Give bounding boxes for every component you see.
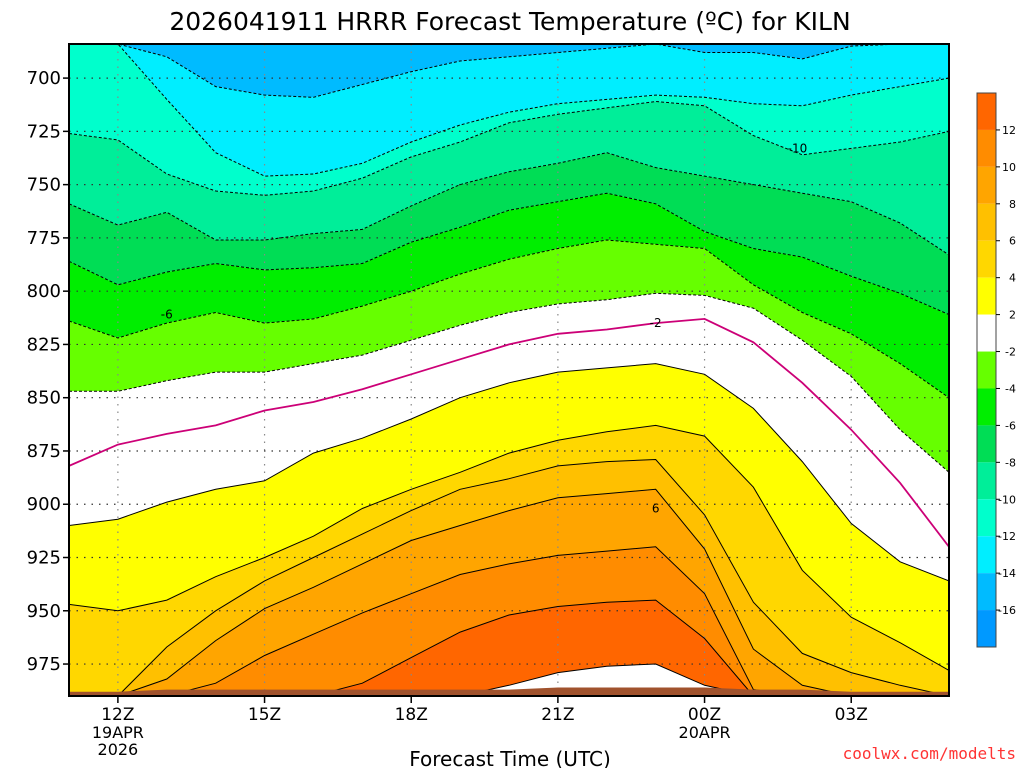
- x-tick-label-00Z: 00Z: [688, 705, 721, 725]
- colorbar-swatch--6-to--4: [977, 388, 996, 426]
- colorbar-frame: [976, 92, 997, 648]
- ground-fill: [69, 687, 949, 696]
- colorbar-swatch-4-to-6: [977, 240, 996, 278]
- colorbar-label--2: -2: [1005, 346, 1016, 359]
- isotherm-2: [69, 363, 949, 582]
- chart-title: 2026041911 HRRR Forecast Temperature (ºC…: [169, 7, 850, 36]
- isotherm-14: [69, 663, 949, 696]
- colorbar-label-2: 2: [1009, 309, 1016, 322]
- isotherm--6: [69, 192, 949, 316]
- colorbar-swatch--16-to--14: [977, 573, 996, 611]
- y-tick-label-800: 800: [27, 281, 61, 302]
- y-tick-label-900: 900: [27, 494, 61, 515]
- band--6-to--4: [69, 193, 949, 398]
- y-axis: 700 725 750 775 800 825 850 875 900 925 950 975: [27, 68, 69, 675]
- x-tick-label-12Z: 12Z: [101, 705, 134, 725]
- y-tick-label-700: 700: [27, 68, 61, 89]
- colorbar: 12 10 8 6 4 2 -2 -4 -6 -8 -10 -12 -14 -16: [976, 92, 1016, 648]
- colorbar-swatch--14-to--12: [977, 536, 996, 574]
- isotherm--8: [69, 152, 949, 256]
- colorbar-label--16: -16: [998, 604, 1016, 617]
- isotherm--2: [69, 292, 949, 473]
- band--8-to--6: [69, 152, 949, 315]
- credit-text: coolwx.com/modelts: [843, 744, 1016, 763]
- band--16-to--14: [69, 44, 949, 98]
- isotherm--14: [69, 44, 949, 98]
- colorbar-label-12: 12: [1002, 124, 1016, 137]
- contour-label--6: -6: [161, 308, 173, 322]
- band-2-to-4: [69, 363, 949, 671]
- x-tick-label-03Z: 03Z: [835, 705, 868, 725]
- isotherm-12: [69, 599, 949, 696]
- band--4-to--2: [69, 240, 949, 473]
- band-10-to-12: [69, 546, 949, 696]
- x-tick-label-21Z: 21Z: [541, 705, 574, 725]
- colorbar-label--12: -12: [998, 530, 1016, 543]
- y-tick-label-875: 875: [27, 441, 61, 462]
- x-tick-sublabel-20APR: 20APR: [679, 723, 731, 742]
- ground-surface: [69, 687, 949, 696]
- isotherm-8: [69, 488, 949, 696]
- contour-label-6: 6: [652, 501, 660, 515]
- colorbar-swatch--4-to--2: [977, 351, 996, 389]
- colorbar-label-4: 4: [1009, 272, 1016, 285]
- isotherm--10: [69, 100, 949, 196]
- band--10-to--8: [69, 101, 949, 255]
- band--14-to--12: [69, 44, 949, 177]
- colorbar-label-10: 10: [1002, 161, 1016, 174]
- x-tick-sublabel-19APR: 19APR: [92, 723, 144, 742]
- colorbar-label--8: -8: [1005, 456, 1016, 469]
- isotherm-10: [69, 546, 949, 696]
- temperature-bands: [69, 44, 949, 696]
- y-tick-label-850: 850: [27, 388, 61, 409]
- y-tick-label-775: 775: [27, 228, 61, 249]
- y-tick-label-950: 950: [27, 601, 61, 622]
- y-tick-label-975: 975: [27, 654, 61, 675]
- colorbar-swatch-6-to-8: [977, 203, 996, 241]
- x-tick-label-15Z: 15Z: [248, 705, 281, 725]
- colorbar-label-6: 6: [1009, 235, 1016, 248]
- colorbar-label--14: -14: [998, 567, 1016, 580]
- y-tick-label-725: 725: [27, 121, 61, 142]
- contour-label--2: -2: [650, 316, 662, 330]
- band--12-to--10: [69, 44, 949, 196]
- isotherm--4: [69, 239, 949, 399]
- x-tick-sublabel-2026: 2026: [98, 740, 139, 759]
- isotherm-6: [69, 458, 949, 696]
- y-tick-label-750: 750: [27, 175, 61, 196]
- band-0-to-2: [69, 318, 949, 581]
- colorbar-swatch--2-to-2: [977, 314, 996, 352]
- x-tick-label-18Z: 18Z: [395, 705, 428, 725]
- colorbar-swatch-8-to-10: [977, 166, 996, 204]
- colorbar-swatch-2-to-4: [977, 277, 996, 315]
- isotherm--12: [69, 44, 949, 177]
- colorbar-swatch-10-to-12: [977, 129, 996, 167]
- colorbar-label--4: -4: [1005, 382, 1016, 395]
- colorbar-swatch--12-to--10: [977, 499, 996, 537]
- colorbar-swatch--8-to--6: [977, 425, 996, 463]
- band-6-to-8: [69, 459, 949, 696]
- isotherm-4: [69, 424, 949, 671]
- x-axis-label: Forecast Time (UTC): [409, 747, 611, 768]
- colorbar-label-8: 8: [1009, 198, 1016, 211]
- contour-labels: -10 -6 -2 6: [161, 141, 807, 515]
- band-4-to-6: [69, 425, 949, 696]
- y-tick-label-925: 925: [27, 548, 61, 569]
- colorbar-label--10: -10: [998, 493, 1016, 506]
- isotherm-lines: [69, 44, 949, 696]
- colorbar-swatch-12-to-16: [977, 93, 996, 130]
- colorbar-swatch--10-to--8: [977, 462, 996, 500]
- isotherm-0: [69, 317, 949, 548]
- colorbar-swatch--20-to--16: [977, 610, 996, 647]
- contour-label--10: -10: [788, 141, 808, 155]
- band-12-to-14: [69, 600, 949, 696]
- colorbar-label--6: -6: [1005, 419, 1016, 432]
- plot-frame: [68, 43, 950, 697]
- y-tick-label-825: 825: [27, 334, 61, 355]
